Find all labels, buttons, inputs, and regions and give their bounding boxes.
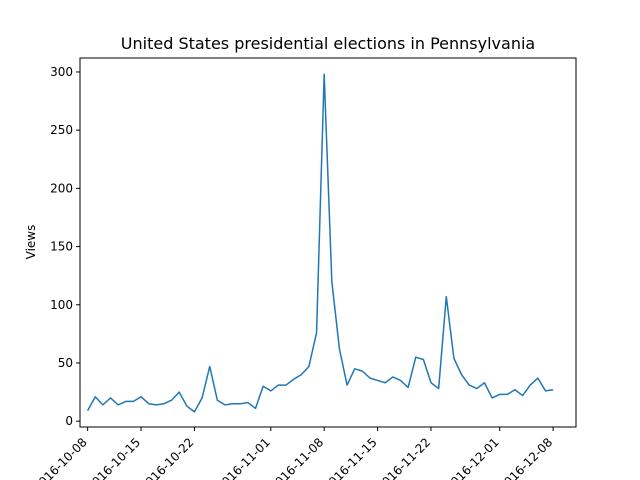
- x-tick-label: 2016-12-01: [443, 435, 502, 480]
- y-tick-label: 300: [50, 65, 73, 79]
- series-group: [86, 73, 554, 413]
- x-tick-label: 2016-10-15: [84, 435, 143, 480]
- y-tick-label: 150: [50, 240, 73, 254]
- y-tick-label: 250: [50, 123, 73, 137]
- x-tick-label: 2016-11-08: [267, 435, 326, 480]
- series-line: [86, 73, 554, 413]
- x-tick-label: 2016-11-01: [214, 435, 273, 480]
- x-tick-label: 2016-10-08: [31, 435, 90, 480]
- y-tick-label: 100: [50, 298, 73, 312]
- x-tick-label: 2016-11-22: [374, 435, 433, 480]
- x-tick-label: 2016-10-22: [137, 435, 196, 480]
- x-tick-label: 2016-11-15: [321, 435, 380, 480]
- y-axis-ticks: 0 50 100 150 200 250 300: [50, 65, 80, 428]
- chart-title: United States presidential elections in …: [121, 34, 535, 53]
- x-tick-label: 2016-12-08: [496, 435, 555, 480]
- y-tick-label: 0: [65, 414, 73, 428]
- plot-frame: [79, 57, 577, 428]
- y-tick-label: 200: [50, 181, 73, 195]
- y-axis-label: Views: [24, 225, 38, 260]
- y-tick-label: 50: [58, 356, 73, 370]
